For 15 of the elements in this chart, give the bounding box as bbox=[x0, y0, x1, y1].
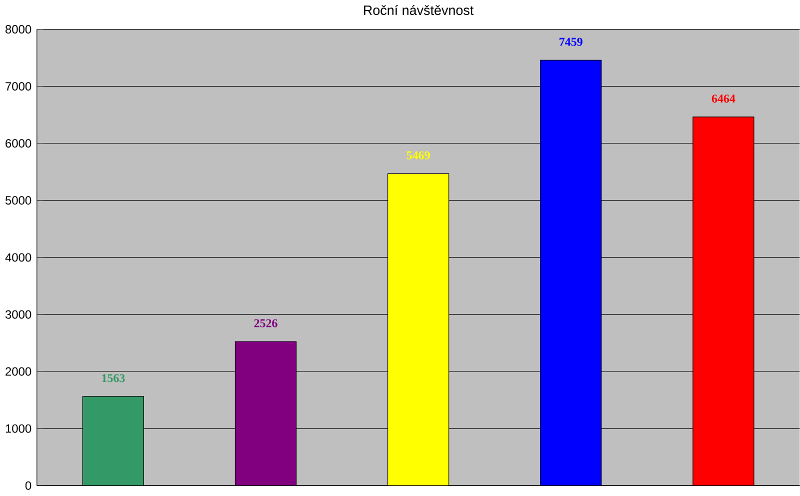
y-tick-label: 5000 bbox=[5, 196, 32, 205]
y-tick-label: 3000 bbox=[5, 310, 32, 319]
y-tick-label: 1000 bbox=[6, 424, 32, 433]
data-label: 7459 bbox=[560, 38, 582, 46]
data-label: 1563 bbox=[102, 374, 125, 382]
y-tick-label: 7000 bbox=[6, 82, 32, 91]
y-tick-label: 8000 bbox=[6, 25, 32, 34]
y-tick-label: 6000 bbox=[6, 139, 32, 148]
y-tick-label: 2000 bbox=[6, 367, 32, 376]
y-tick-label: 4000 bbox=[5, 253, 32, 262]
data-label: 5469 bbox=[406, 151, 430, 160]
y-tick-label: 0 bbox=[25, 481, 32, 490]
data-label: 6464 bbox=[712, 94, 736, 103]
chart-title: Roční návštěvnost bbox=[364, 5, 474, 16]
data-label: 2526 bbox=[254, 319, 278, 328]
